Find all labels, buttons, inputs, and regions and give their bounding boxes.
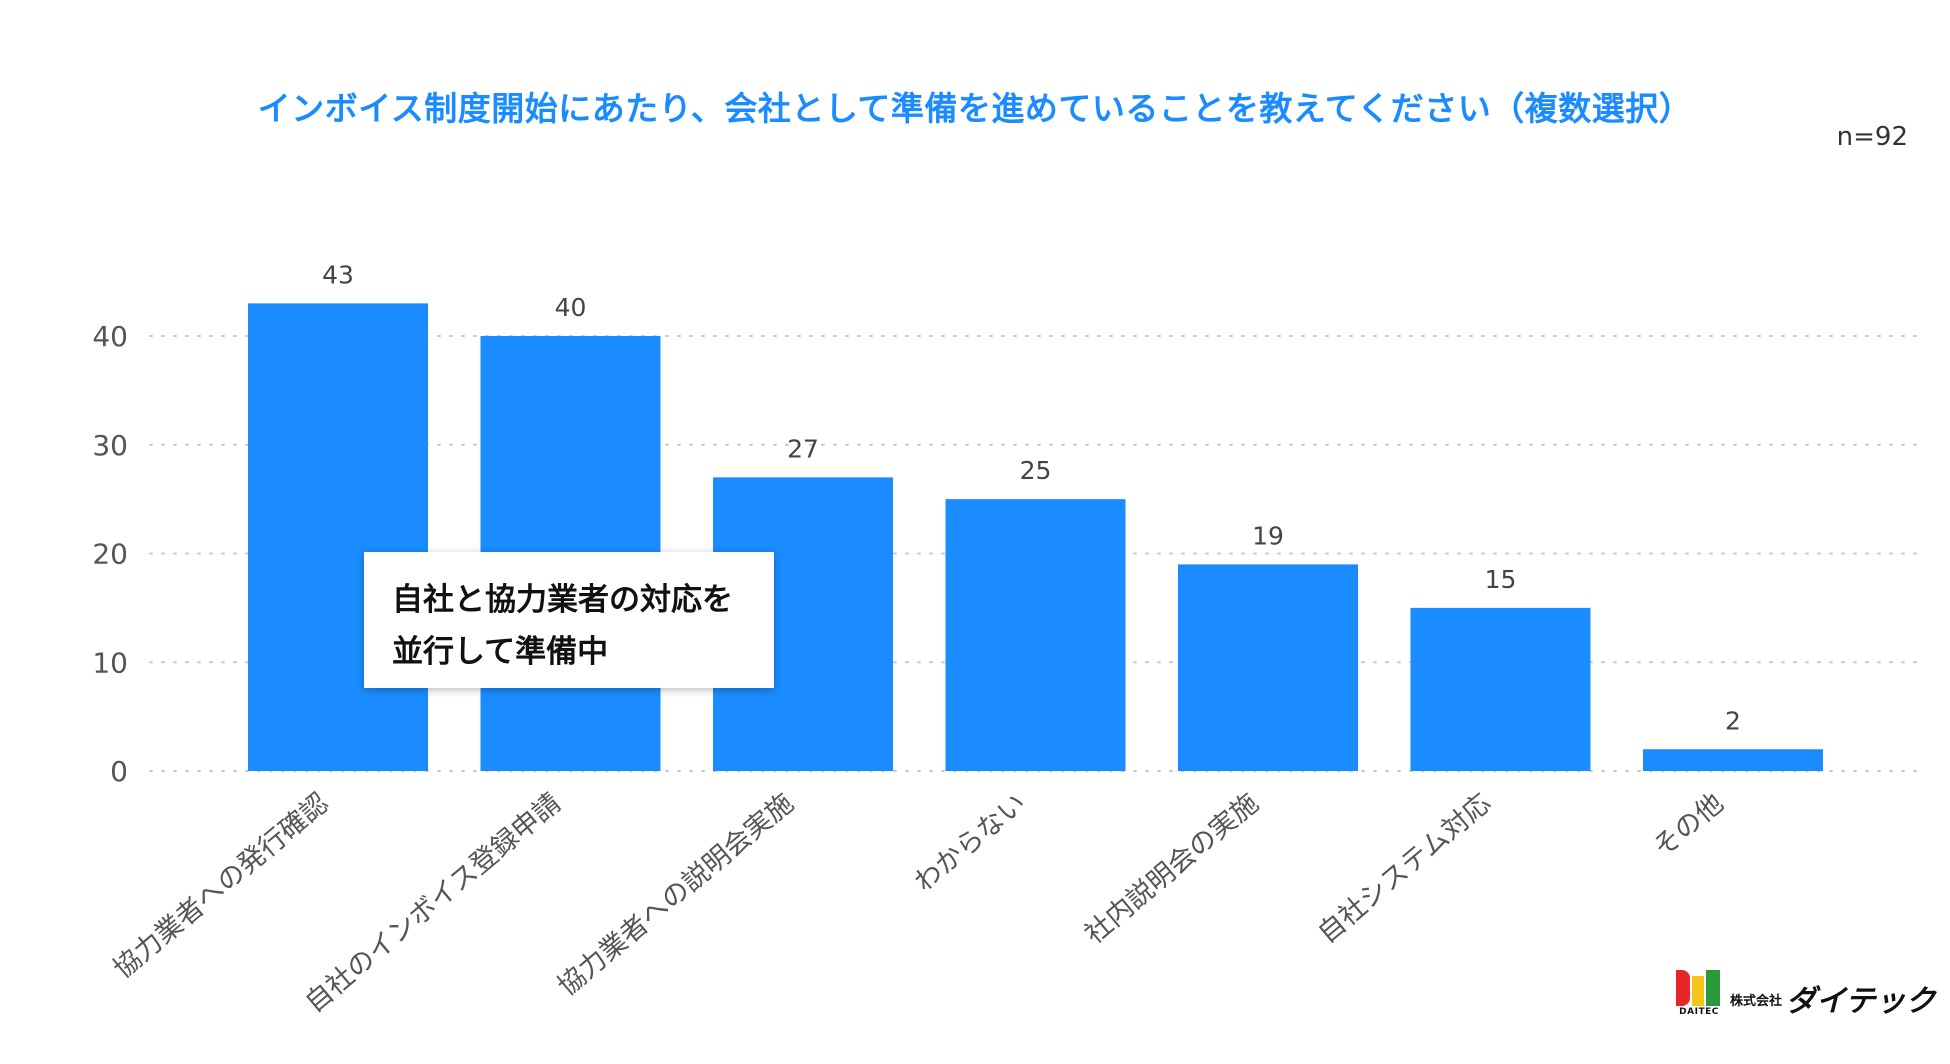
logo-mark-text: DAITEC [1679,1007,1719,1017]
data-label: 25 [1020,456,1052,485]
bar [1178,564,1358,771]
sample-size-label: n=92 [1836,122,1908,152]
x-tick-label: 協力業者への説明会実施 [552,788,799,1003]
x-tick-label: 自社のインボイス登録申請 [299,788,567,1019]
company-logo: DAITEC 株式会社 ダイテック [1676,970,1935,1019]
data-label: 19 [1252,521,1284,550]
logo-mark-icon: DAITEC [1676,970,1722,1018]
bars [248,303,1823,771]
x-tick-label: 社内説明会の実施 [1079,788,1264,951]
callout-line-2: 並行して準備中 [392,634,609,670]
y-tick-label: 40 [92,320,128,353]
x-tick-label: その他 [1648,788,1730,864]
callout-box: 自社と協力業者の対応を 並行して準備中 [364,552,774,688]
gridlines [149,335,1923,772]
x-tick-label: わからない [909,788,1032,899]
data-labels: 43 40 27 25 19 15 2 [322,260,1741,735]
bar [248,303,428,771]
data-label: 27 [787,434,819,463]
callout-line-1: 自社と協力業者の対応を [392,582,733,618]
data-label: 40 [555,293,587,322]
y-axis-ticks: 0 10 20 30 40 [92,320,128,788]
data-label: 43 [322,260,354,289]
data-label: 15 [1485,565,1517,594]
x-tick-label: 協力業者への発行確認 [108,788,335,985]
bar [1643,749,1823,771]
x-tick-label: 自社システム対応 [1312,788,1497,950]
y-tick-label: 0 [110,755,128,788]
y-tick-label: 10 [92,646,128,679]
logo-company-name: ダイテック [1786,984,1936,1019]
bar [945,499,1126,771]
bar [1410,607,1591,771]
data-label: 2 [1725,706,1741,735]
chart-title: インボイス制度開始にあたり、会社として準備を進めていることを教えてください（複数… [257,89,1693,128]
logo-company-prefix: 株式会社 [1730,994,1783,1009]
y-tick-label: 30 [92,429,128,462]
y-tick-label: 20 [92,538,128,571]
